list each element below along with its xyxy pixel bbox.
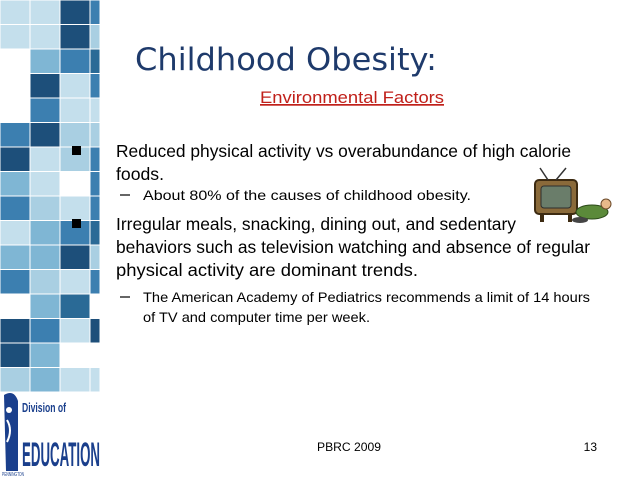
- bullet-text: Reduced physical activity vs overabundan…: [116, 141, 571, 161]
- mosaic-tile: [0, 220, 31, 246]
- mosaic-tile: [89, 342, 101, 368]
- mosaic-tile: [59, 171, 91, 197]
- mosaic-tile: [29, 73, 61, 99]
- mosaic-tile: [0, 48, 31, 74]
- mosaic-tile: [0, 97, 31, 123]
- mosaic-tile: [59, 24, 91, 50]
- mosaic-tile: [0, 171, 31, 197]
- mosaic-tile: [59, 48, 91, 74]
- mosaic-tile: [29, 0, 61, 25]
- mosaic-tile: [29, 48, 61, 74]
- mosaic-tile: [89, 269, 101, 295]
- mosaic-tile: [0, 244, 31, 270]
- mosaic-tile: [0, 24, 31, 50]
- mosaic-tile: [0, 122, 31, 148]
- bullet-marker: [72, 219, 81, 228]
- bullet-marker: [72, 146, 81, 155]
- bullet-text: Irregular meals, snacking, dining out, a…: [116, 214, 516, 234]
- mosaic-tile: [29, 269, 61, 295]
- mosaic-tile: [89, 146, 101, 172]
- logo-line3: PENNINGTON: [2, 472, 24, 478]
- slide-subtitle: Environmental Factors: [260, 88, 444, 107]
- mosaic-tile: [29, 171, 61, 197]
- mosaic-tile: [59, 97, 91, 123]
- footer-center: PBRC 2009: [317, 440, 381, 454]
- bullet-text: foods.: [116, 164, 164, 184]
- mosaic-tile: [0, 195, 31, 221]
- mosaic-tile: [89, 244, 101, 270]
- mosaic-tile: [29, 293, 61, 319]
- mosaic-tile: [89, 24, 101, 50]
- mosaic-tile: [29, 195, 61, 221]
- mosaic-tile: [59, 269, 91, 295]
- bullet-text: physical activity are dominant trends.: [116, 260, 418, 280]
- slide-title: Childhood Obesity:: [135, 42, 437, 78]
- mosaic-tile: [59, 367, 91, 393]
- tv-illustration: [534, 167, 612, 223]
- mosaic-tile: [89, 97, 101, 123]
- mosaic-tile: [0, 293, 31, 319]
- logo-line1: Division of: [22, 400, 66, 415]
- mosaic-tile: [89, 195, 101, 221]
- bullet-text: behaviors such as television watching an…: [116, 237, 590, 257]
- mosaic-tile: [0, 342, 31, 368]
- mosaic-tile: [59, 244, 91, 270]
- sub-bullet-text: The American Academy of Pediatrics recom…: [143, 289, 590, 305]
- mosaic-tile: [89, 318, 101, 344]
- mosaic-tile: [29, 220, 61, 246]
- mosaic-tile: [89, 171, 101, 197]
- mosaic-tile: [0, 146, 31, 172]
- mosaic-tile: [0, 318, 31, 344]
- mosaic-tile: [29, 97, 61, 123]
- sub-bullet-text: About 80% of the causes of childhood obe…: [143, 187, 471, 203]
- page-number: 13: [584, 440, 598, 454]
- mosaic-tile: [89, 220, 101, 246]
- mosaic-tile: [0, 269, 31, 295]
- mosaic-tile: [29, 24, 61, 50]
- mosaic-tile: [59, 195, 91, 221]
- bullet-list: Reduced physical activity vs overabundan…: [72, 141, 590, 325]
- mosaic-strip: [0, 0, 101, 393]
- mosaic-tile: [0, 0, 31, 25]
- mosaic-tile: [59, 318, 91, 344]
- logo-line2: EDUCATION: [22, 436, 100, 474]
- mosaic-tile: [29, 146, 61, 172]
- mosaic-tile: [29, 244, 61, 270]
- mosaic-tile: [89, 293, 101, 319]
- logo: Division of EDUCATION PENNINGTON: [2, 393, 100, 478]
- mosaic-tile: [59, 0, 91, 25]
- mosaic-tile: [59, 73, 91, 99]
- mosaic-tile: [89, 48, 101, 74]
- mosaic-tile: [29, 122, 61, 148]
- mosaic-tile: [89, 0, 101, 25]
- mosaic-tile: [0, 73, 31, 99]
- mosaic-tile: [89, 122, 101, 148]
- mosaic-tile: [29, 367, 61, 393]
- mosaic-tile: [0, 367, 31, 393]
- mosaic-tile: [89, 73, 101, 99]
- sub-bullet-text: of TV and computer time per week.: [143, 309, 370, 325]
- mosaic-tile: [59, 342, 91, 368]
- mosaic-tile: [29, 342, 61, 368]
- mosaic-tile: [59, 122, 91, 148]
- mosaic-tile: [29, 318, 61, 344]
- mosaic-tile: [59, 293, 91, 319]
- mosaic-tile: [89, 367, 101, 393]
